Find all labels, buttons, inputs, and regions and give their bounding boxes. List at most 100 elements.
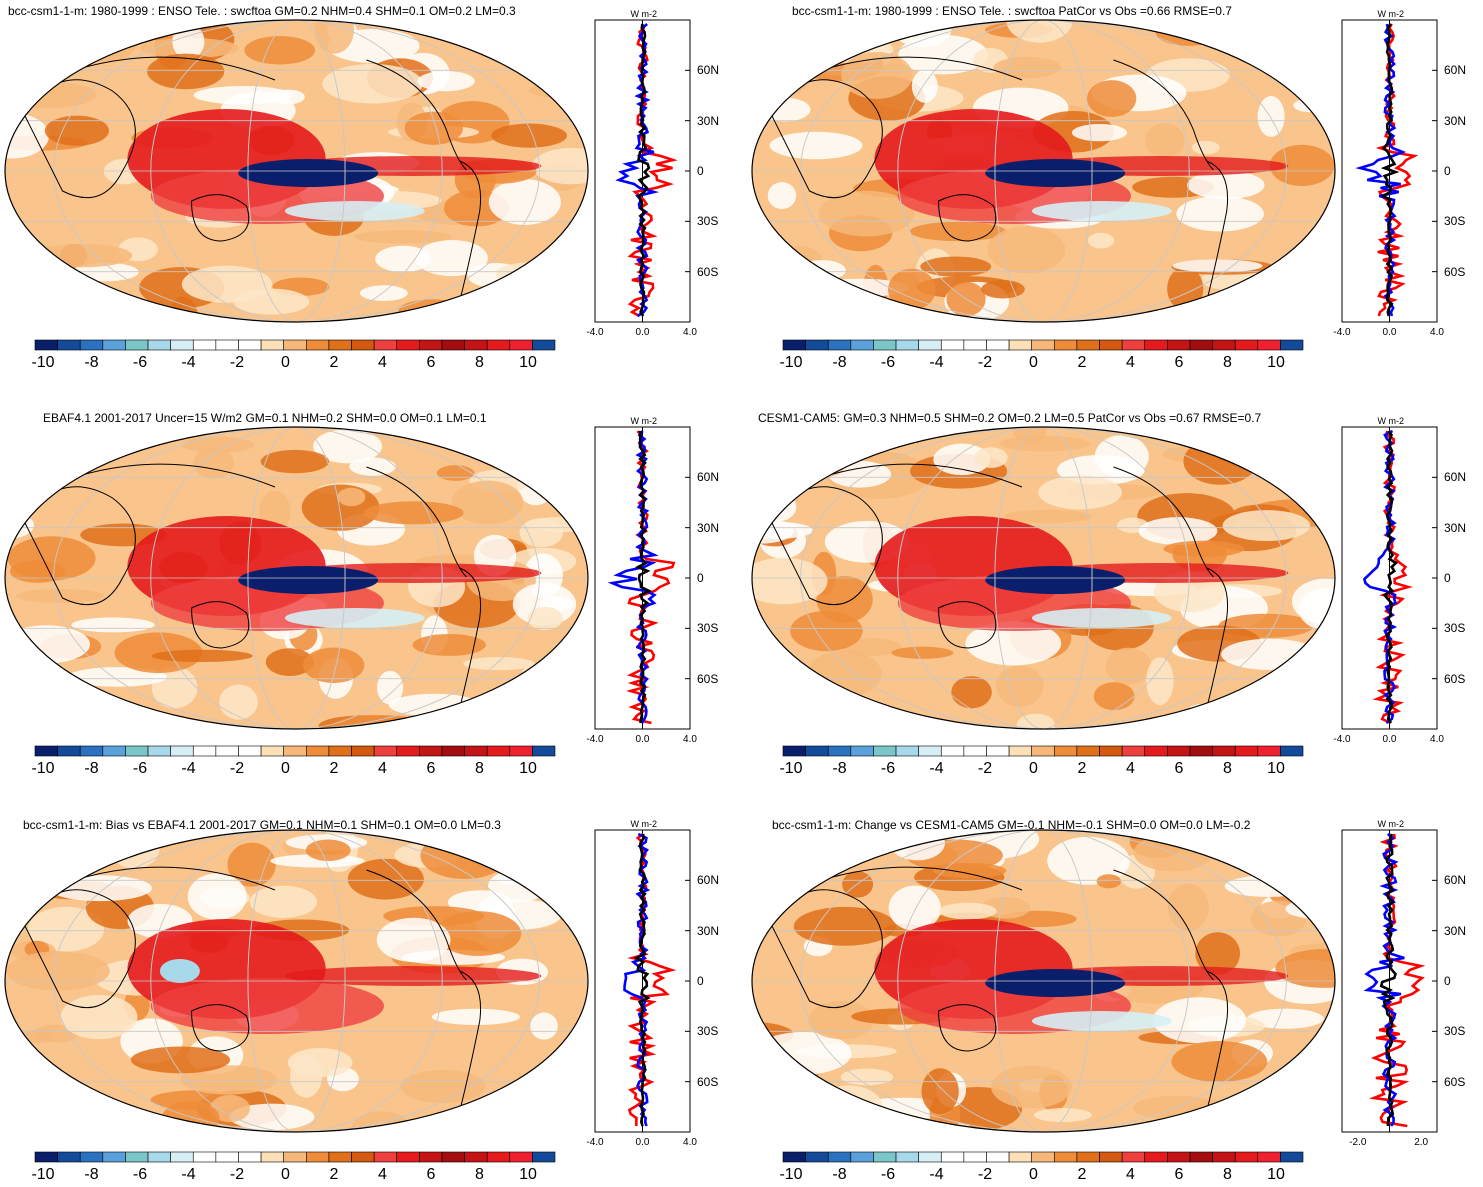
colorbar-swatch: [396, 1151, 420, 1163]
panel-title: bcc-csm1-1-m: Change vs CESM1-CAM5 GM=-0…: [772, 818, 1251, 832]
colorbar-tick-label: 4: [378, 1166, 387, 1183]
colorbar-swatch: [125, 339, 149, 351]
colorbar-tick-label: 10: [519, 1166, 537, 1183]
colorbar-swatch: [1076, 339, 1100, 351]
colorbar-tick-label: -2: [977, 760, 993, 777]
map-blob: [1257, 96, 1285, 137]
colorbar-swatch: [895, 1151, 919, 1163]
colorbar-swatch: [1234, 339, 1259, 351]
colorbar-swatch: [1031, 745, 1055, 757]
colorbar-swatch: [963, 1151, 987, 1163]
panel-1: [4, 19, 691, 351]
map-blob: [537, 28, 588, 69]
map-blob: [1038, 475, 1122, 510]
colorbar-swatch: [782, 339, 806, 351]
map-blob: [353, 230, 453, 244]
map-blob: [6, 951, 110, 991]
map-blob: [808, 1001, 874, 1040]
colorbar-swatch: [1280, 745, 1304, 757]
map-blob: [1146, 657, 1174, 705]
colorbar-swatch: [827, 745, 852, 757]
zonal-mean-plot: [594, 19, 691, 323]
map-blob: [951, 676, 992, 709]
colorbar-swatch: [1144, 1151, 1168, 1163]
map-blob: [974, 447, 1008, 468]
colorbar-swatch: [79, 339, 104, 351]
map-outline: [751, 19, 1336, 323]
zonal-x-tick: 4.0: [1430, 327, 1444, 338]
map-blob: [1176, 196, 1264, 232]
map-blob: [33, 243, 133, 268]
zonal-line-difference: [1382, 430, 1399, 724]
map-blob: [5, 867, 67, 894]
colorbar-swatch: [873, 745, 897, 757]
colorbar-swatch: [1167, 339, 1191, 351]
map-blob: [1268, 1111, 1335, 1128]
coast-north-america: [366, 869, 467, 981]
lat-tick-label: 0: [1444, 974, 1451, 988]
map-blob: [1047, 836, 1130, 885]
map-blob: [1221, 638, 1319, 670]
coast-south-america: [459, 160, 482, 302]
map-blue-tongue: [985, 566, 1126, 594]
map-blob: [495, 261, 580, 286]
coast-australia: [191, 601, 250, 649]
map-blob: [305, 839, 351, 862]
coast-eurasia: [74, 866, 276, 891]
colorbar-tick-label: 6: [426, 760, 436, 777]
colorbar-swatch: [260, 339, 284, 351]
map-graticule: [5, 20, 588, 322]
graticule-lon: [800, 427, 1287, 729]
map-blob: [932, 862, 1007, 879]
zonal-x-tick: 0.0: [635, 1137, 650, 1148]
colorbar-tick-label: 10: [1267, 354, 1285, 371]
graticule-lon: [150, 20, 443, 322]
map-blob: [265, 648, 314, 677]
colorbar-swatch: [306, 1151, 330, 1163]
colorbar-tick-label: -6: [132, 760, 148, 777]
map-blob: [67, 667, 168, 687]
colorbar-tick-label: 2: [329, 354, 339, 371]
map-blob: [1196, 699, 1269, 729]
colorbar-tick-label: -10: [779, 354, 803, 371]
colorbar-swatch: [147, 339, 171, 351]
colorbar-swatch: [1099, 339, 1123, 351]
zonal-unit-label: W m-2: [1377, 819, 1405, 829]
zonal-line-difference: [637, 23, 651, 317]
map-blob: [530, 1012, 558, 1040]
colorbar-swatch: [1257, 339, 1281, 351]
map-blob: [244, 36, 316, 65]
zonal-x-tick: 4.0: [683, 327, 697, 338]
colorbar-tick-label: -2: [977, 354, 993, 371]
map-blob: [1144, 123, 1185, 158]
colorbar-swatch: [238, 745, 262, 757]
zonal-line-difference: [635, 430, 653, 724]
colorbar-tick-label: 0: [281, 760, 290, 777]
coast-north-america: [1113, 869, 1214, 981]
colorbar-tick-label: 0: [1029, 354, 1038, 371]
map-blob: [376, 917, 451, 963]
map-blob: [818, 190, 915, 237]
map-blob: [1071, 123, 1128, 142]
map-blob: [5, 625, 91, 664]
map-graticule: [752, 830, 1335, 1132]
map-blob: [798, 259, 846, 281]
map-blob: [14, 299, 55, 321]
colorbar-swatch: [170, 745, 194, 757]
graticule-lon: [897, 427, 1190, 729]
map-blob: [147, 53, 225, 90]
colorbar-swatch: [373, 339, 398, 351]
zonal-line-model: [627, 23, 678, 318]
colorbar-swatch: [486, 1151, 511, 1163]
zonal-x-tick: 4.0: [683, 734, 697, 745]
map-graticule: [5, 830, 588, 1132]
graticule-lon: [53, 20, 540, 322]
coast-north-america: [1113, 466, 1214, 578]
colorbar-swatch: [1234, 745, 1259, 757]
zonal-line-obs: [1363, 832, 1405, 1127]
map-blob: [761, 277, 796, 320]
lat-tick-label: 30N: [1444, 520, 1467, 535]
colorbar-swatch: [419, 1151, 443, 1163]
map-blob: [921, 1068, 959, 1115]
map-blob: [359, 285, 408, 302]
